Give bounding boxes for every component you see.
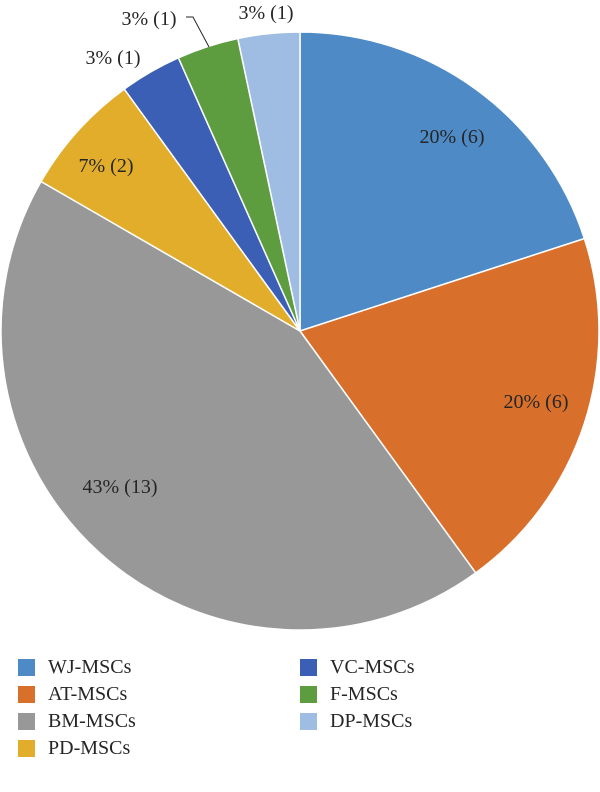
legend-item-wj-mscs: WJ-MSCs	[18, 655, 131, 679]
legend-swatch	[18, 685, 35, 703]
pie-data-labels: 20% (6) 20% (6) 43% (13) 7% (2) 3% (1) 3% (1)…	[79, 2, 569, 498]
data-label-vc-mscs: 3% (1)	[86, 47, 141, 69]
legend-swatch	[18, 658, 35, 676]
legend-label: F-MSCs	[330, 683, 398, 705]
legend-item-f-mscs: F-MSCs	[300, 682, 398, 706]
legend-item-vc-mscs: VC-MSCs	[300, 655, 414, 679]
data-label-f-mscs: 3% (1)	[122, 8, 177, 30]
legend-item-at-mscs: AT-MSCs	[18, 682, 127, 706]
chart-legend: WJ-MSCs AT-MSCs BM-MSCs PD-MSCs VC-MSCs F-MSC…	[0, 655, 600, 792]
leader-line-f-mscs	[186, 16, 210, 48]
legend-label: AT-MSCs	[48, 683, 128, 705]
legend-item-pd-mscs: PD-MSCs	[18, 736, 130, 760]
pie-slice-wj-mscs	[299, 31, 586, 333]
data-label-at-mscs: 20% (6)	[504, 391, 569, 413]
pie-slice-at-mscs	[298, 237, 600, 574]
legend-swatch	[300, 685, 317, 703]
legend-label: BM-MSCs	[48, 710, 136, 732]
legend-item-bm-mscs: BM-MSCs	[18, 709, 136, 733]
data-label-dp-mscs: 3% (1)	[239, 2, 294, 24]
legend-label: DP-MSCs	[330, 710, 413, 732]
legend-swatch	[18, 712, 35, 730]
pie-slice-pd-mscs	[40, 88, 301, 332]
legend-swatch	[18, 739, 35, 757]
legend-label: WJ-MSCs	[48, 656, 132, 678]
legend-label: PD-MSCs	[48, 737, 131, 759]
data-label-pd-mscs: 7% (2)	[79, 155, 134, 177]
pie-slice-dp-mscs	[236, 31, 301, 332]
legend-label: VC-MSCs	[330, 656, 415, 678]
legend-swatch	[300, 658, 317, 676]
legend-item-dp-mscs: DP-MSCs	[300, 709, 412, 733]
pie-slices	[0, 31, 600, 631]
legend-swatch	[300, 712, 317, 730]
pie-chart: 20% (6) 20% (6) 43% (13) 7% (2) 3% (1) 3% (1)…	[0, 2, 600, 631]
pie-slice-bm-mscs	[0, 180, 477, 631]
data-label-wj-mscs: 20% (6)	[420, 126, 485, 148]
data-label-bm-mscs: 43% (13)	[83, 476, 158, 498]
